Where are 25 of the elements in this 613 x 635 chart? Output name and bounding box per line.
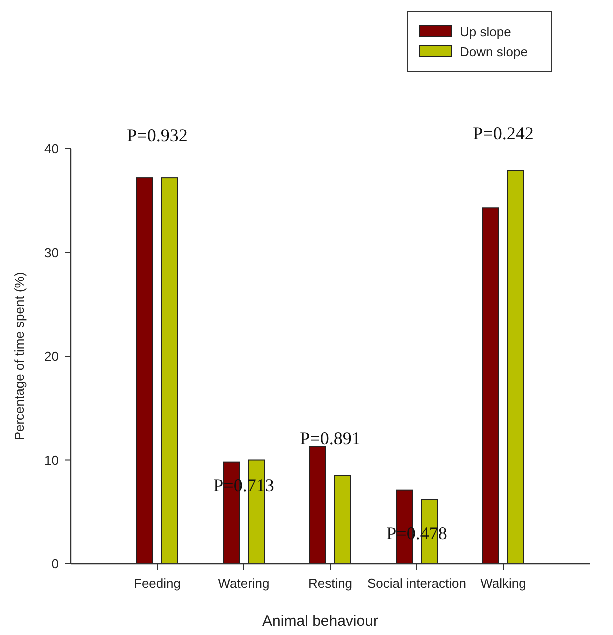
bar [136,178,154,564]
x-tick-label: Feeding [134,576,181,591]
x-tick-label: Social interaction [368,576,466,591]
x-tick-label: Watering [218,576,270,591]
x-axis-title: Animal behaviour [262,613,378,630]
y-tick-label: 30 [44,245,59,260]
bar [334,475,352,564]
bar [310,446,326,564]
bar [482,208,500,564]
y-axis-title: Percentage of time spent (%) [12,272,27,441]
y-tick-label: 40 [44,142,59,157]
x-tick-label: Walking [480,576,526,591]
y-tick-label: 0 [52,556,59,572]
bar [162,178,178,564]
y-tick-label: 10 [44,452,59,468]
x-tick-label: Resting [308,576,353,591]
text: P=0.242 [473,123,534,144]
text: P=0.932 [127,125,188,146]
bar [508,170,524,564]
annotation: P=0.478 [386,523,448,544]
annotation: P=0.891 [300,428,361,448]
legend-label: Down slope [460,44,528,60]
y-tick-label: 20 [44,349,59,364]
legend-label: Up slope [460,24,512,40]
annotation: P=0.713 [214,475,274,496]
